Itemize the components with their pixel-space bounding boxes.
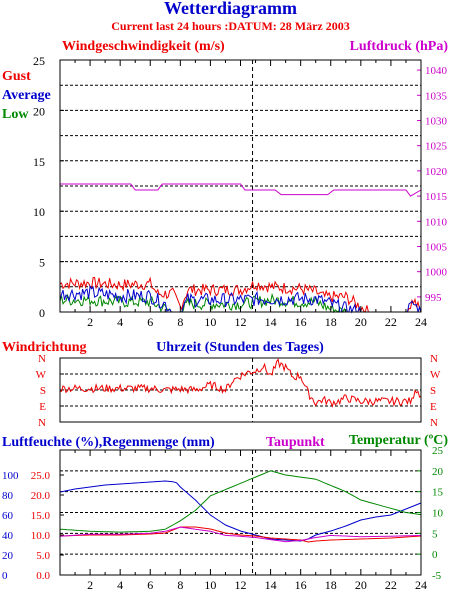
wind-xtick-label-24: 24 (415, 315, 427, 329)
pressure-ytick-label-1020: 1020 (425, 166, 448, 178)
climate-xtick-label-22: 22 (385, 578, 397, 592)
direction-y2tick-label-3: E (430, 401, 437, 413)
rain-ytick-label-2: 10.0 (31, 530, 51, 542)
pressure-ytick-label-1005: 1005 (425, 241, 448, 253)
direction-ytick-label-3: E (39, 401, 46, 413)
legend-gust: Gust (2, 69, 31, 84)
temperature-ytick-label-25: 25 (432, 445, 444, 457)
rain-ytick-label-4: 20.0 (31, 490, 51, 502)
temperature-line (59, 470, 422, 533)
direction-y2tick-label-2: S (430, 385, 436, 397)
pressure-ytick-label-1030: 1030 (425, 115, 448, 127)
rain-line (59, 526, 422, 543)
direction-chart-title: Windrichtung (2, 340, 87, 355)
pressure-line (60, 183, 422, 197)
wind-xtick-label-6: 6 (147, 315, 153, 329)
direction-ytick-label-4: N (38, 417, 46, 429)
legend-average: Average (2, 88, 51, 103)
rain-ytick-label-5: 25.0 (31, 470, 51, 482)
temperature-axis-title: Temperatur (ºC) (349, 433, 448, 448)
wind-xtick-label-12: 12 (235, 315, 247, 329)
pressure-ytick-label-1010: 1010 (425, 216, 448, 228)
climate-xtick-label-12: 12 (235, 578, 247, 592)
humidity-ytick-label-80: 80 (2, 490, 14, 502)
climate-xtick-label-20: 20 (355, 578, 367, 592)
temperature-ytick-label--5: -5 (432, 570, 442, 582)
legend-low: Low (2, 107, 29, 122)
humidity-ytick-label-20: 20 (2, 550, 14, 562)
wind-chart-title: Windgeschwindigkeit (m/s) (62, 39, 225, 54)
wind-xtick-label-8: 8 (177, 315, 183, 329)
climate-xtick-label-6: 6 (147, 578, 153, 592)
climate-xtick-label-14: 14 (265, 578, 277, 592)
pressure-ytick-label-1035: 1035 (425, 90, 448, 102)
pressure-ytick-label-1015: 1015 (425, 191, 448, 203)
wind-ytick-label-15: 15 (33, 155, 45, 169)
direction-y2tick-label-0: N (430, 353, 438, 365)
temperature-ytick-label-5: 5 (432, 528, 438, 540)
pressure-ytick-label-995: 995 (425, 292, 442, 304)
climate-xtick-label-18: 18 (325, 578, 337, 592)
rain-ytick-label-1: 5.0 (36, 550, 50, 562)
climate-xtick-label-10: 10 (204, 578, 216, 592)
pressure-ytick-label-1025: 1025 (425, 141, 448, 153)
humidity-ytick-label-60: 60 (2, 510, 14, 522)
wind-xtick-label-16: 16 (295, 315, 307, 329)
x-axis-title: Uhrzeit (Stunden des Tages) (156, 340, 324, 355)
direction-y2tick-label-1: W (430, 369, 441, 381)
rain-ytick-label-0: 0.0 (36, 570, 50, 582)
humidity-ytick-label-40: 40 (2, 530, 14, 542)
humidity-ytick-label-100: 100 (2, 470, 19, 482)
wind-ytick-label-20: 20 (33, 104, 45, 118)
climate-xtick-label-4: 4 (117, 578, 123, 592)
humidity-ytick-label-0: 0 (2, 570, 8, 582)
wind-xtick-label-14: 14 (265, 315, 277, 329)
direction-y2tick-label-4: N (430, 417, 438, 429)
wind-ytick-label-10: 10 (33, 205, 45, 219)
wind-direction-line (59, 358, 422, 408)
rain-ytick-label-3: 15.0 (31, 510, 51, 522)
direction-ytick-label-0: N (38, 353, 46, 365)
pressure-axis-title: Luftdruck (hPa) (350, 39, 449, 54)
wind-xtick-label-2: 2 (87, 315, 93, 329)
climate-xtick-label-24: 24 (415, 578, 427, 592)
temperature-ytick-label-20: 20 (432, 466, 444, 478)
temperature-ytick-label-15: 15 (432, 487, 444, 499)
dewpoint-line (59, 526, 422, 543)
wind-xtick-label-10: 10 (204, 315, 216, 329)
wind-xtick-label-22: 22 (385, 315, 397, 329)
climate-xtick-label-8: 8 (177, 578, 183, 592)
wind-xtick-label-4: 4 (117, 315, 123, 329)
wind-xtick-label-20: 20 (355, 315, 367, 329)
pressure-ytick-label-1000: 1000 (425, 267, 448, 279)
direction-ytick-label-1: W (36, 369, 47, 381)
climate-xtick-label-16: 16 (295, 578, 307, 592)
dewpoint-title: Taupunkt (266, 435, 325, 450)
humidity-line (59, 480, 422, 542)
pressure-ytick-label-1040: 1040 (425, 65, 448, 77)
temperature-ytick-label-10: 10 (432, 508, 444, 520)
wind-ytick-label-5: 5 (39, 256, 45, 270)
direction-plot-frame (59, 357, 422, 423)
temperature-ytick-label-0: 0 (432, 549, 438, 561)
direction-ytick-label-2: S (40, 385, 46, 397)
chart-subtitle: Current last 24 hours :DATUM: 28 März 20… (111, 19, 350, 33)
wind-ytick-label-0: 0 (39, 306, 45, 320)
humidity-rain-title: Luftfeuchte (%),Regenmenge (mm) (2, 435, 215, 450)
wind-xtick-label-18: 18 (325, 315, 337, 329)
chart-title: Wetterdiagramm (164, 0, 297, 18)
climate-xtick-label-2: 2 (87, 578, 93, 592)
wind-ytick-label-25: 25 (33, 54, 45, 68)
